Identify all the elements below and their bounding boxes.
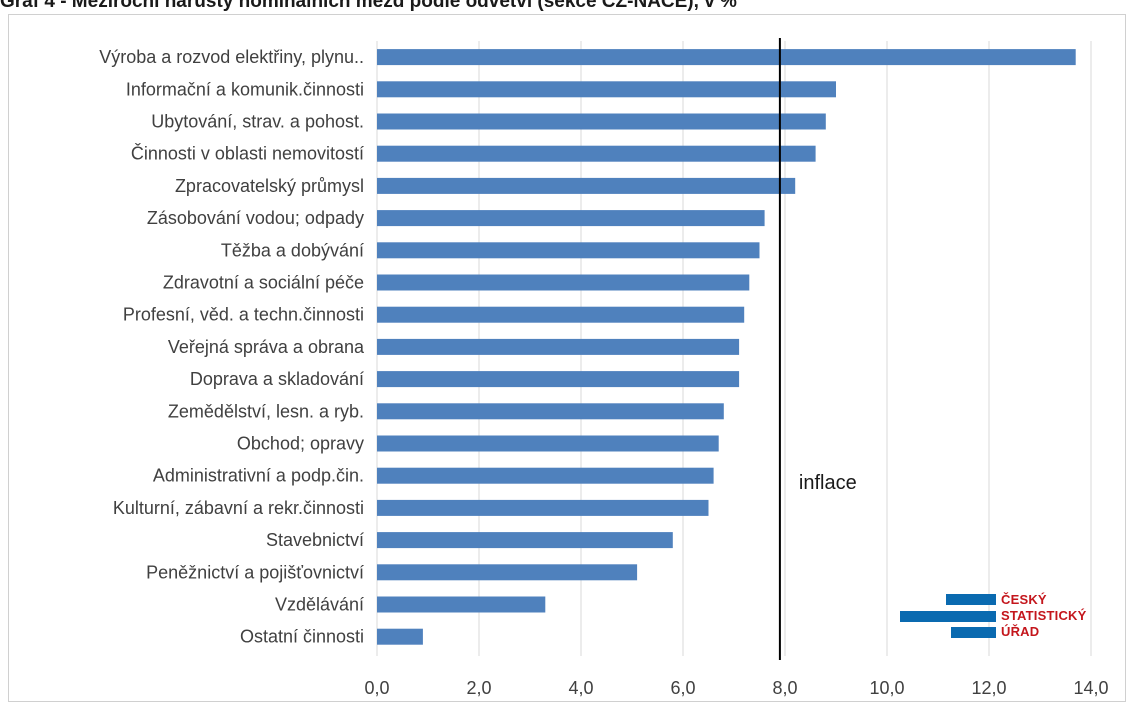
category-label: Ubytování, strav. a pohost.: [151, 112, 364, 132]
category-label: Zemědělství, lesn. a ryb.: [168, 401, 364, 421]
bar: [377, 403, 724, 420]
x-tick-label: 14,0: [1073, 678, 1108, 698]
bar: [377, 532, 673, 549]
bars: [377, 49, 1076, 645]
category-label: Těžba a dobývání: [221, 240, 364, 260]
category-label: Výroba a rozvod elektřiny, plynu..: [99, 47, 364, 67]
bar: [377, 338, 740, 355]
x-tick-label: 0,0: [364, 678, 389, 698]
category-label: Doprava a skladování: [190, 369, 364, 389]
bar: [377, 371, 740, 388]
bar: [377, 564, 638, 581]
category-label: Administrativní a podp.čin.: [153, 466, 364, 486]
x-tick-label: 2,0: [466, 678, 491, 698]
x-tick-label: 4,0: [568, 678, 593, 698]
logo-text-line2: STATISTICKÝ: [1001, 608, 1087, 623]
bar: [377, 113, 826, 130]
chart-title: Graf 4 - Meziroční nárůsty nominálních m…: [0, 0, 737, 12]
category-label: Zásobování vodou; odpady: [147, 208, 364, 228]
category-label: Činnosti v oblasti nemovitostí: [131, 143, 364, 164]
bar: [377, 628, 423, 645]
logo-text-line1: ČESKÝ: [1001, 592, 1047, 607]
category-label: Stavebnictví: [266, 530, 364, 550]
x-tick-label: 8,0: [772, 678, 797, 698]
category-label: Vzdělávání: [275, 595, 364, 615]
category-label: Zpracovatelský průmysl: [175, 176, 364, 196]
category-label: Ostatní činnosti: [240, 627, 364, 647]
bar: [377, 210, 765, 227]
bar: [377, 435, 719, 452]
category-label: Veřejná správa a obrana: [168, 337, 365, 357]
csu-logo: ČESKÝ STATISTICKÝ ÚŘAD: [898, 592, 1108, 642]
chart-frame: [8, 14, 1126, 702]
category-label: Informační a komunik.činnosti: [126, 79, 364, 99]
x-tick-label: 6,0: [670, 678, 695, 698]
logo-bar-middle: [900, 611, 996, 622]
category-label: Profesní, věd. a techn.činnosti: [123, 305, 364, 325]
bar: [377, 242, 760, 259]
bar: [377, 596, 546, 613]
bar: [377, 499, 709, 516]
bar: [377, 81, 836, 98]
x-tick-label: 10,0: [869, 678, 904, 698]
bar: [377, 49, 1076, 66]
category-labels: Výroba a rozvod elektřiny, plynu.. Inform…: [99, 47, 365, 647]
bar: [377, 145, 816, 162]
x-tick-label: 12,0: [971, 678, 1006, 698]
inflation-reference: inflace: [778, 38, 857, 660]
logo-bar-top: [946, 594, 996, 605]
bar: [377, 467, 714, 484]
category-label: Obchod; opravy: [237, 434, 364, 454]
bar: [377, 306, 745, 323]
logo-text-line3: ÚŘAD: [1001, 624, 1040, 639]
bar: [377, 274, 750, 291]
bar: [377, 177, 796, 194]
category-label: Peněžnictví a pojišťovnictví: [146, 562, 364, 582]
category-label: Zdravotní a sociální péče: [163, 273, 364, 293]
x-tick-labels: 0,0 2,0 4,0 6,0 8,0 10,0 12,0 14,0: [364, 678, 1108, 698]
inflation-label: inflace: [799, 472, 857, 494]
logo-bar-bottom: [951, 627, 996, 638]
category-label: Kulturní, zábavní a rekr.činnosti: [113, 498, 364, 518]
